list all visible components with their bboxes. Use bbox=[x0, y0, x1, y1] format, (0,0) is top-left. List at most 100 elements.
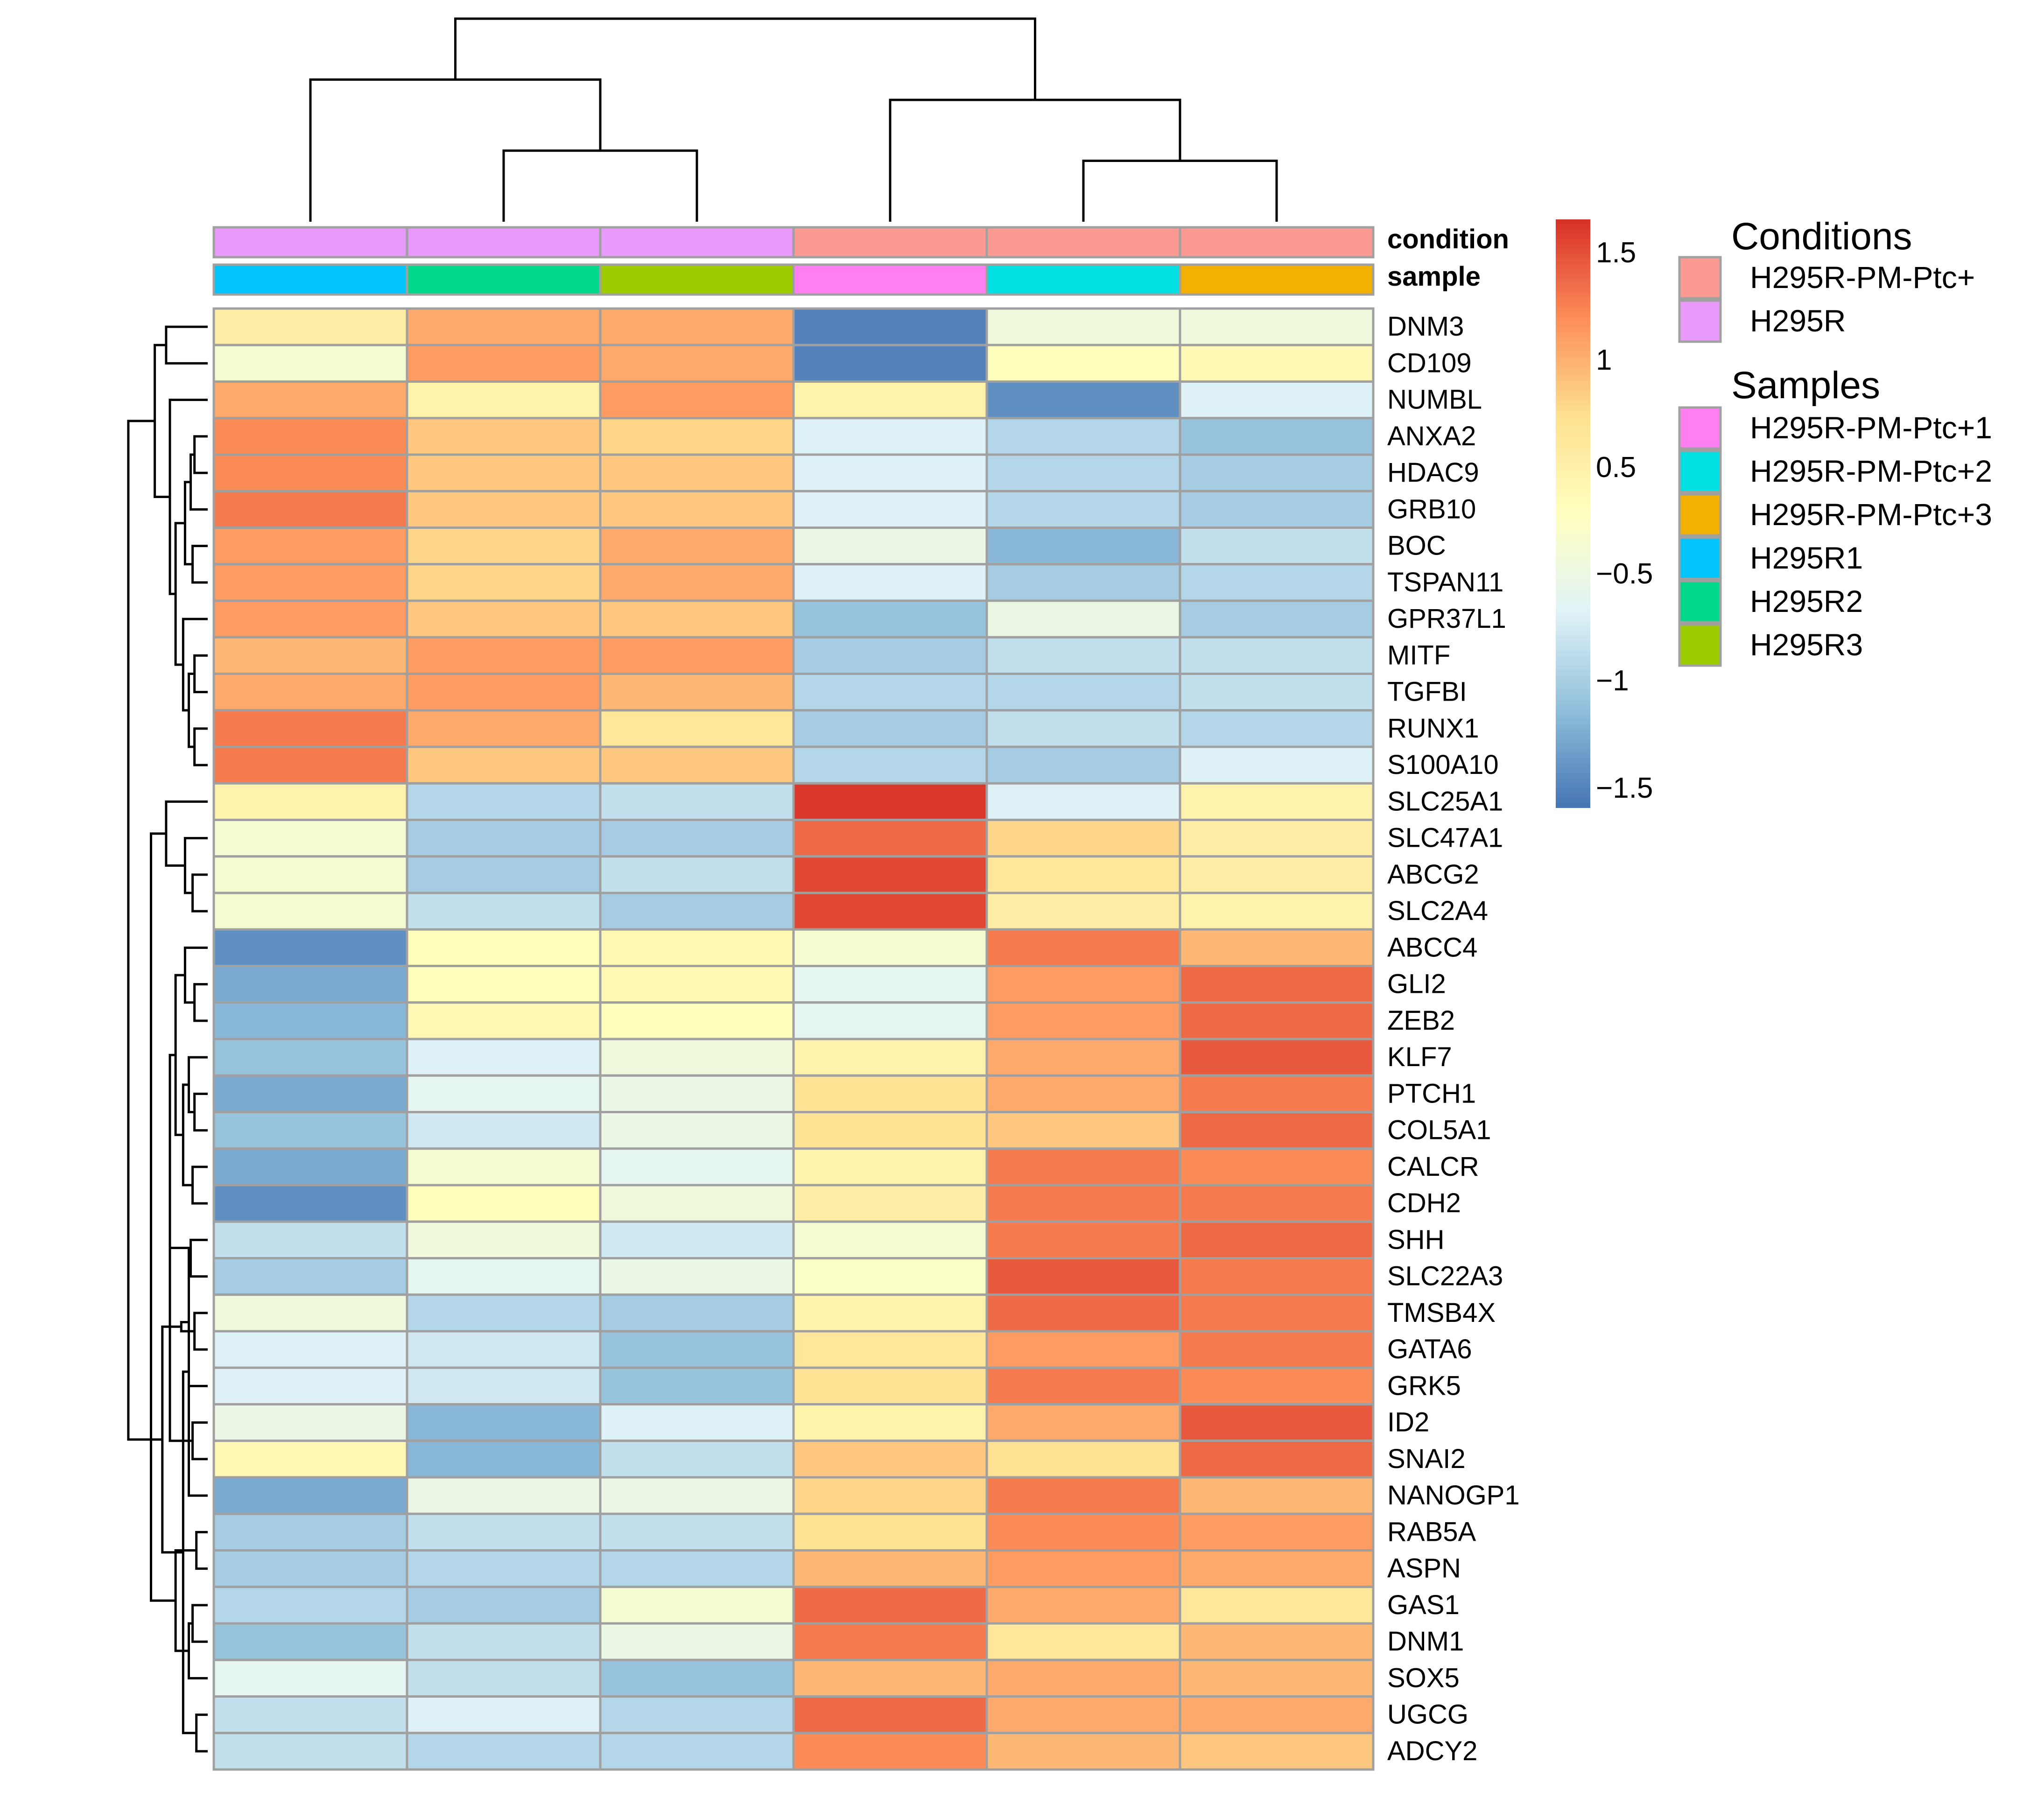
colorbar-segment bbox=[1556, 729, 1590, 735]
colorbar-segment bbox=[1556, 616, 1590, 622]
heatmap-cell bbox=[599, 1512, 795, 1552]
colorbar-segment bbox=[1556, 327, 1590, 333]
colorbar-segment bbox=[1556, 278, 1590, 284]
heatmap-cell bbox=[406, 782, 602, 821]
heatmap-cell bbox=[985, 636, 1181, 675]
heatmap-cell bbox=[406, 563, 602, 602]
row-label: DNM1 bbox=[1387, 1626, 1464, 1657]
row-label: GLI2 bbox=[1387, 969, 1446, 999]
colorbar-segment bbox=[1556, 293, 1590, 298]
heatmap-cell bbox=[792, 1403, 988, 1442]
heatmap-cell bbox=[599, 1293, 795, 1333]
heatmap-cell bbox=[212, 1293, 408, 1333]
heatmap-cell bbox=[985, 453, 1181, 492]
heatmap-cell bbox=[406, 1001, 602, 1040]
heatmap-cell bbox=[406, 453, 602, 492]
heatmap-cell bbox=[792, 1220, 988, 1259]
heatmap-cell bbox=[792, 1074, 988, 1113]
legend-sample-swatch bbox=[1678, 623, 1722, 667]
colorbar-segment bbox=[1556, 312, 1590, 318]
heatmap-cell bbox=[406, 1074, 602, 1113]
heatmap-cell bbox=[985, 307, 1181, 346]
heatmap-cell bbox=[792, 490, 988, 529]
row-dendrogram-branch bbox=[188, 1056, 208, 1113]
heatmap-cell bbox=[792, 1622, 988, 1661]
colorbar-segment bbox=[1556, 626, 1590, 632]
colorbar-segment bbox=[1556, 234, 1590, 239]
heatmap-cell bbox=[406, 673, 602, 712]
colorbar-segment bbox=[1556, 445, 1590, 450]
heatmap-cell bbox=[212, 307, 408, 346]
heatmap-cell bbox=[1179, 1695, 1375, 1735]
heatmap-cell bbox=[1179, 1366, 1375, 1405]
colorbar-segment bbox=[1556, 587, 1590, 592]
condition-annotation-cell bbox=[792, 226, 988, 259]
heatmap-cell bbox=[406, 1366, 602, 1405]
heatmap-cell bbox=[406, 928, 602, 967]
heatmap-cell bbox=[985, 1001, 1181, 1040]
heatmap-cell bbox=[599, 1038, 795, 1077]
heatmap-cell bbox=[212, 527, 408, 566]
heatmap-cell bbox=[599, 1184, 795, 1223]
row-dendrogram-branch bbox=[154, 344, 170, 498]
row-dendrogram-branch bbox=[195, 1531, 208, 1570]
row-label: RAB5A bbox=[1387, 1517, 1476, 1547]
heatmap-cell bbox=[212, 1586, 408, 1625]
heatmap-cell bbox=[212, 563, 408, 602]
colorbar-segment bbox=[1556, 606, 1590, 612]
colorbar-segment bbox=[1556, 567, 1590, 573]
row-label: NANOGP1 bbox=[1387, 1480, 1520, 1510]
row-label: GRB10 bbox=[1387, 494, 1476, 524]
heatmap-cell bbox=[599, 1440, 795, 1479]
column-dendrogram-branch bbox=[1082, 160, 1278, 222]
heatmap-cell bbox=[406, 1476, 602, 1515]
heatmap-cell bbox=[792, 1257, 988, 1296]
heatmap-cell bbox=[792, 1732, 988, 1771]
colorbar-segment bbox=[1556, 798, 1590, 803]
row-label: ZEB2 bbox=[1387, 1005, 1455, 1036]
heatmap-cell bbox=[792, 344, 988, 383]
heatmap-cell bbox=[599, 673, 795, 712]
row-dendrogram-branch bbox=[193, 727, 208, 766]
heatmap-cell bbox=[599, 928, 795, 967]
colorbar-segment bbox=[1556, 744, 1590, 749]
row-dendrogram-branch bbox=[193, 1312, 208, 1351]
heatmap-cell bbox=[792, 1330, 988, 1369]
heatmap-cell bbox=[406, 1220, 602, 1259]
heatmap-cell bbox=[792, 1184, 988, 1223]
heatmap-cell bbox=[212, 453, 408, 492]
heatmap-cell bbox=[212, 1476, 408, 1515]
heatmap-cell bbox=[1179, 892, 1375, 931]
heatmap-cell bbox=[1179, 1622, 1375, 1661]
colorbar-segment bbox=[1556, 783, 1590, 788]
legend-condition-label: H295R bbox=[1750, 303, 1846, 338]
heatmap-cell bbox=[599, 527, 795, 566]
row-label: GAS1 bbox=[1387, 1590, 1460, 1620]
condition-annotation-cell bbox=[1179, 226, 1375, 259]
heatmap-cells bbox=[212, 307, 1375, 1771]
colorbar-segment bbox=[1556, 263, 1590, 269]
condition-annotation-cell bbox=[599, 226, 795, 259]
heatmap-cell bbox=[985, 490, 1181, 529]
heatmap-cell bbox=[1179, 928, 1375, 967]
colorbar-segment bbox=[1556, 753, 1590, 759]
row-dendrogram-branch bbox=[127, 420, 162, 1441]
colorbar-segment bbox=[1556, 499, 1590, 504]
heatmap-cell bbox=[599, 1476, 795, 1515]
row-dendrogram-branch bbox=[161, 1325, 183, 1554]
heatmap-cell bbox=[212, 1111, 408, 1150]
heatmap-cell bbox=[406, 709, 602, 748]
heatmap-cell bbox=[212, 1403, 408, 1442]
colorbar-segment bbox=[1556, 675, 1590, 681]
heatmap-cell bbox=[985, 563, 1181, 602]
heatmap-cell bbox=[1179, 745, 1375, 785]
heatmap-cell bbox=[792, 527, 988, 566]
heatmap-cell bbox=[985, 819, 1181, 858]
colorbar-tick-label: 1.5 bbox=[1596, 237, 1636, 269]
heatmap-cell bbox=[985, 380, 1181, 420]
heatmap-cell bbox=[1179, 1476, 1375, 1515]
colorbar-segment bbox=[1556, 332, 1590, 337]
heatmap-cell bbox=[1179, 417, 1375, 456]
legend-sample-label: H295R-PM-Ptc+2 bbox=[1750, 454, 1992, 488]
heatmap-cell bbox=[985, 1586, 1181, 1625]
